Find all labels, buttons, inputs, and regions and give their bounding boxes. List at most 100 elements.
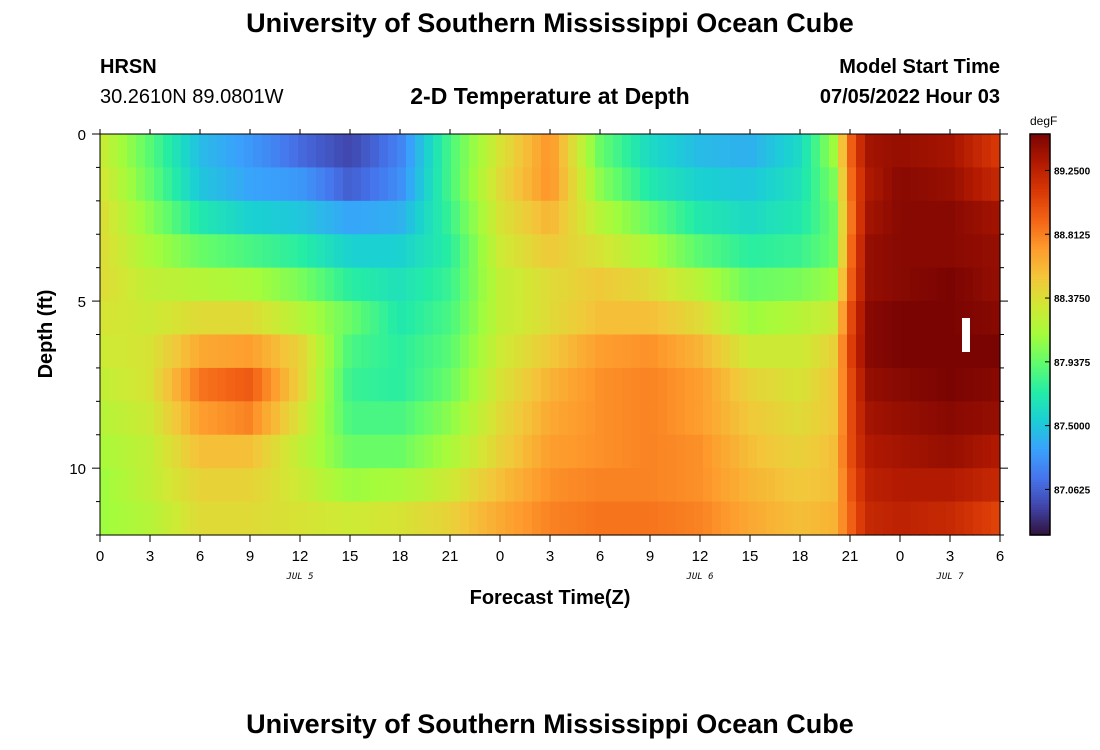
colorbar-band [1030, 429, 1050, 433]
heatmap-cell [370, 267, 380, 302]
heatmap-cell [424, 468, 434, 503]
heatmap-cell [712, 200, 722, 235]
heatmap-cell [145, 367, 155, 402]
heatmap-cell [109, 267, 119, 302]
heatmap-cell [640, 367, 650, 402]
heatmap-cell [937, 334, 947, 369]
heatmap-cell [892, 301, 902, 336]
colorbar-band [1030, 144, 1050, 148]
heatmap-cell [649, 501, 659, 536]
heatmap-cell [622, 134, 632, 169]
heatmap-cell [901, 200, 911, 235]
heatmap-cell [802, 334, 812, 369]
colorbar-band [1030, 224, 1050, 228]
heatmap-cell [919, 134, 929, 169]
heatmap-cell [361, 234, 371, 269]
heatmap-cell [892, 401, 902, 436]
heatmap-cell [964, 234, 974, 269]
heatmap-cell [442, 334, 452, 369]
heatmap-cell [955, 334, 965, 369]
heatmap-cell [955, 167, 965, 202]
heatmap-cell [460, 267, 470, 302]
heatmap-cell [667, 401, 677, 436]
heatmap-cell [901, 434, 911, 469]
heatmap-cell [505, 468, 515, 503]
heatmap-cell [460, 167, 470, 202]
heatmap-cell [622, 401, 632, 436]
heatmap-cell [820, 501, 830, 536]
heatmap-cell [577, 134, 587, 169]
heatmap-cell [415, 200, 425, 235]
heatmap-cell [442, 401, 452, 436]
heatmap-cell [289, 134, 299, 169]
heatmap-cell [892, 134, 902, 169]
heatmap-cell [766, 301, 776, 336]
colorbar-band [1030, 274, 1050, 278]
heatmap-cell [622, 167, 632, 202]
heatmap-cell [568, 301, 578, 336]
heatmap-cell [829, 468, 839, 503]
heatmap-cell [955, 367, 965, 402]
heatmap-cell [163, 267, 173, 302]
heatmap-cell [712, 367, 722, 402]
heatmap-cell [928, 267, 938, 302]
colorbar-band [1030, 171, 1050, 175]
heatmap-cell [946, 367, 956, 402]
heatmap-cell [820, 401, 830, 436]
heatmap-cell [685, 501, 695, 536]
heatmap-cell [280, 367, 290, 402]
heatmap-cell [982, 468, 992, 503]
heatmap-cell [613, 301, 623, 336]
heatmap-cell [496, 167, 506, 202]
heatmap-cell [145, 401, 155, 436]
heatmap-cell [793, 301, 803, 336]
heatmap-cell [901, 367, 911, 402]
heatmap-cell [253, 334, 263, 369]
heatmap-cell [838, 468, 848, 503]
heatmap-cell [379, 234, 389, 269]
heatmap-cell [127, 200, 137, 235]
heatmap-cell [469, 267, 479, 302]
heatmap-cell [982, 167, 992, 202]
heatmap-cell [163, 234, 173, 269]
heatmap-cell [217, 167, 227, 202]
heatmap-cell [649, 167, 659, 202]
heatmap-cell [379, 301, 389, 336]
heatmap-cell [748, 200, 758, 235]
heatmap-cell [496, 267, 506, 302]
heatmap-cell [649, 301, 659, 336]
heatmap-cell [235, 501, 245, 536]
heatmap-cell [145, 468, 155, 503]
colorbar-band [1030, 149, 1050, 153]
heatmap-cell [919, 234, 929, 269]
heatmap-cell [775, 401, 785, 436]
heatmap-cell [541, 200, 551, 235]
colorbar-band [1030, 419, 1050, 423]
heatmap-cell [694, 234, 704, 269]
heatmap-cell [199, 434, 209, 469]
heatmap-cell [325, 434, 335, 469]
heatmap-cell [721, 134, 731, 169]
heatmap-cell [829, 234, 839, 269]
heatmap-cell [739, 334, 749, 369]
heatmap-cell [469, 134, 479, 169]
heatmap-cell [703, 267, 713, 302]
heatmap-cell [514, 267, 524, 302]
model-start-value: 07/05/2022 Hour 03 [819, 86, 1000, 108]
heatmap-cell [424, 134, 434, 169]
heatmap-cell [730, 134, 740, 169]
heatmap-cell [451, 434, 461, 469]
heatmap-cell [874, 367, 884, 402]
heatmap-cell [946, 501, 956, 536]
heatmap-cell [910, 267, 920, 302]
heatmap-cell [154, 401, 164, 436]
heatmap-cell [865, 468, 875, 503]
colorbar-band [1030, 236, 1050, 240]
heatmap-cell [721, 167, 731, 202]
heatmap-cell [154, 267, 164, 302]
heatmap-cell [766, 334, 776, 369]
heatmap-cell [469, 501, 479, 536]
heatmap-cell [442, 468, 452, 503]
heatmap-cell [280, 501, 290, 536]
colorbar-band [1030, 352, 1050, 356]
